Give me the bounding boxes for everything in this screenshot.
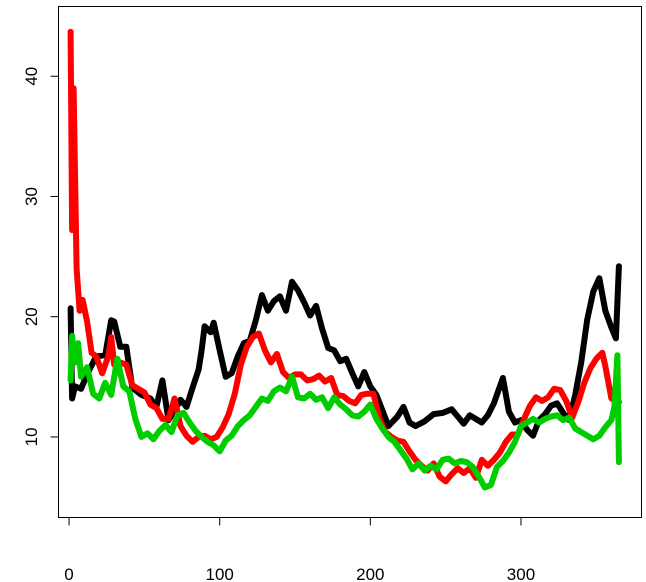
x-tick-label: 0 (64, 565, 73, 582)
x-tick-label: 100 (206, 565, 234, 582)
y-tick-label: 10 (22, 427, 41, 446)
x-axis: 0 100 200 300 (64, 517, 535, 582)
y-axis: 10 20 30 40 (22, 67, 59, 446)
plot-frame (58, 6, 642, 518)
y-tick-label: 20 (22, 307, 41, 326)
y-tick-label: 30 (22, 187, 41, 206)
series-line-3 (67, 332, 622, 491)
series-line-2 (67, 28, 622, 485)
x-tick-label: 200 (356, 565, 384, 582)
y-tick-label: 40 (22, 67, 41, 86)
series-line-1 (67, 263, 622, 439)
series-layer (67, 28, 622, 491)
x-tick-label: 300 (507, 565, 535, 582)
